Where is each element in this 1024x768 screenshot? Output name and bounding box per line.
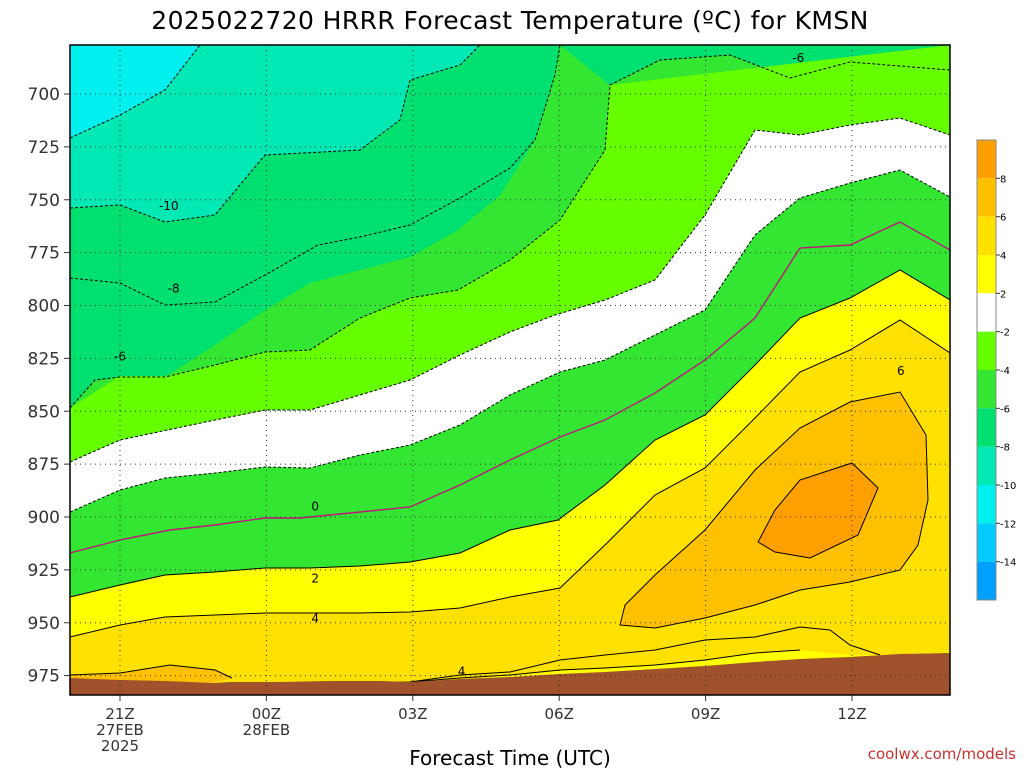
contour-label: 2 — [311, 571, 319, 585]
x-tick-label: 28FEB — [243, 721, 290, 739]
y-tick-label: 950 — [28, 614, 60, 634]
x-tick-label: 27FEB — [96, 721, 143, 739]
negative-contours — [70, 45, 950, 513]
colorbar-swatch — [977, 446, 996, 485]
colorbar-swatch — [977, 561, 996, 600]
y-tick-label: 850 — [28, 402, 60, 422]
x-tick-label: 12Z — [837, 705, 866, 723]
x-tick-label: 06Z — [545, 705, 574, 723]
grid-lines — [70, 45, 950, 695]
colorbar-swatch — [977, 370, 996, 409]
y-tick-label: 975 — [28, 667, 60, 687]
contour-minus4 — [70, 117, 950, 463]
y-tick-label: 825 — [28, 349, 60, 369]
x-tick-label: 00Z — [252, 705, 281, 723]
colorbar-swatch — [977, 293, 996, 332]
ground-area — [70, 653, 950, 695]
colorbar-label: -2 — [1000, 328, 1010, 339]
contour-surface-4 — [409, 626, 881, 683]
colorbar-label: 8 — [1000, 174, 1006, 185]
fill-band-6-to-8 — [620, 392, 928, 628]
chart-title: 2025022720 HRRR Forecast Temperature (ºC… — [151, 6, 868, 35]
colorbar-swatch — [977, 331, 996, 370]
colorbar-swatch — [977, 255, 996, 294]
x-tick-label: 09Z — [691, 705, 720, 723]
positive-contours — [70, 269, 950, 691]
y-tick-label: 775 — [28, 244, 60, 264]
contour-zero — [70, 221, 950, 554]
fill-surface-warm-pocket — [70, 665, 232, 682]
colorbar-label: 6 — [1000, 213, 1006, 224]
colorbar-legend: 8 6 4 2 -2 -4 -6 -8 -10 -12 -14 — [976, 139, 1016, 601]
x-tick-label: 2025 — [101, 737, 139, 755]
contour-surface-6 — [70, 664, 233, 679]
y-tick-label: 750 — [28, 191, 60, 211]
contour-label: -6 — [792, 51, 804, 65]
contour-label: 4 — [458, 664, 466, 678]
contour-minus12 — [70, 45, 201, 139]
colorbar-label: -4 — [1000, 366, 1010, 377]
colorbar-label: -6 — [1000, 404, 1010, 415]
contour-2 — [70, 269, 950, 598]
colorbar-swatch — [977, 485, 996, 524]
plot-area — [70, 45, 950, 695]
contour-8 — [757, 462, 879, 559]
x-axis-title: Forecast Time (UTC) — [409, 746, 611, 768]
contour-label: 0 — [311, 499, 319, 513]
fill-band-minus10-to-minus8 — [70, 45, 480, 222]
contour-label: 6 — [897, 364, 905, 378]
contour-minus2 — [70, 169, 950, 513]
colorbar-label: -10 — [1000, 481, 1016, 492]
y-axis: 700 725 750 775 800 825 850 875 900 925 950 975 — [28, 85, 70, 687]
x-tick-label: 03Z — [398, 705, 427, 723]
colorbar-label: -14 — [1000, 558, 1016, 569]
contour-6 — [619, 391, 929, 629]
colorbar-label: -12 — [1000, 519, 1016, 530]
fill-band-minus4-to-minus2 — [70, 45, 950, 462]
contour-4 — [70, 319, 950, 638]
y-tick-label: 700 — [28, 85, 60, 105]
contour-label: -6 — [114, 349, 126, 363]
fill-band-minus2-to-2 — [70, 118, 950, 512]
colorbar-swatch — [977, 178, 996, 217]
y-tick-label: 800 — [28, 297, 60, 317]
colorbar-swatch — [977, 408, 996, 447]
colorbar-swatch — [977, 140, 996, 179]
contour-label: 4 — [311, 612, 319, 626]
contour-minus6-left — [70, 54, 950, 409]
y-tick-label: 900 — [28, 508, 60, 528]
y-tick-label: 725 — [28, 138, 60, 158]
y-tick-label: 875 — [28, 455, 60, 475]
contour-surface-2 — [70, 649, 801, 691]
colorbar-label: 4 — [1000, 251, 1006, 262]
colorbar-label: 2 — [1000, 289, 1006, 300]
contour-label: -8 — [168, 282, 180, 296]
contour-label: -10 — [159, 199, 179, 213]
x-tick-label: 21Z — [105, 705, 134, 723]
fill-band-8-to-10 — [758, 463, 878, 558]
y-tick-label: 925 — [28, 561, 60, 581]
colorbar-swatch — [977, 523, 996, 562]
colorbar-label: -8 — [1000, 443, 1010, 454]
fill-band-minus12-to-minus10 — [70, 45, 200, 138]
plot-frame — [69, 44, 951, 696]
contour-labels: -6 -10 -8 -6 0 2 4 4 6 — [114, 51, 905, 678]
colorbar-swatch — [977, 216, 996, 255]
watermark-link[interactable]: coolwx.com/models — [868, 745, 1016, 763]
